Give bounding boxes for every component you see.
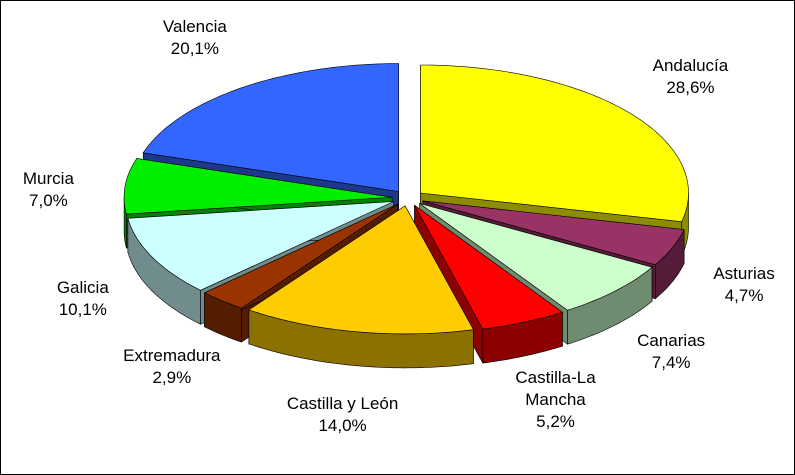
- slice-top: [420, 64, 689, 223]
- category-label: Castilla y León: [286, 393, 399, 413]
- slice-top: [422, 200, 685, 266]
- value-label: 14,0%: [318, 415, 367, 435]
- slice-label: Asturias 4,7%: [684, 263, 795, 307]
- category-label: Andalucía: [652, 56, 729, 76]
- slice-top: [127, 201, 394, 291]
- value-label: 10,1%: [58, 300, 107, 320]
- slice-label: Andalucía 28,6%: [630, 55, 750, 99]
- value-label: 20,1%: [170, 39, 219, 59]
- value-label: 4,7%: [724, 285, 764, 305]
- category-label: Murcia: [22, 168, 74, 188]
- slice-top: [203, 203, 398, 309]
- category-label: Extremadura: [123, 345, 221, 365]
- category-label: Galicia: [56, 278, 109, 298]
- category-label: Valencia: [162, 17, 227, 37]
- slice-top: [414, 205, 564, 330]
- value-label: 7,0%: [29, 190, 68, 210]
- slice-label: Castilla-La Mancha 5,2%: [496, 367, 616, 433]
- slice-label: Castilla y León 14,0%: [283, 393, 403, 437]
- category-label: Canarias: [637, 330, 706, 350]
- slice-top: [142, 63, 399, 192]
- slice: [248, 205, 474, 369]
- slice-label: Murcia 7,0%: [0, 168, 108, 212]
- value-label: 5,2%: [536, 411, 575, 431]
- value-label: 28,6%: [666, 78, 715, 98]
- slice-label: Extremadura 2,9%: [112, 345, 232, 389]
- slice-top: [248, 205, 474, 335]
- category-label: Asturias: [713, 263, 775, 283]
- category-label: Castilla-La Mancha: [515, 367, 596, 409]
- slice-label: Galicia 10,1%: [23, 277, 143, 321]
- slice-label: Canarias 7,4%: [611, 330, 731, 374]
- slice-top: [419, 203, 653, 311]
- slice-label: Valencia 20,1%: [135, 16, 255, 60]
- value-label: 2,9%: [152, 367, 192, 387]
- slice-top: [123, 158, 393, 215]
- value-label: 7,4%: [651, 352, 691, 372]
